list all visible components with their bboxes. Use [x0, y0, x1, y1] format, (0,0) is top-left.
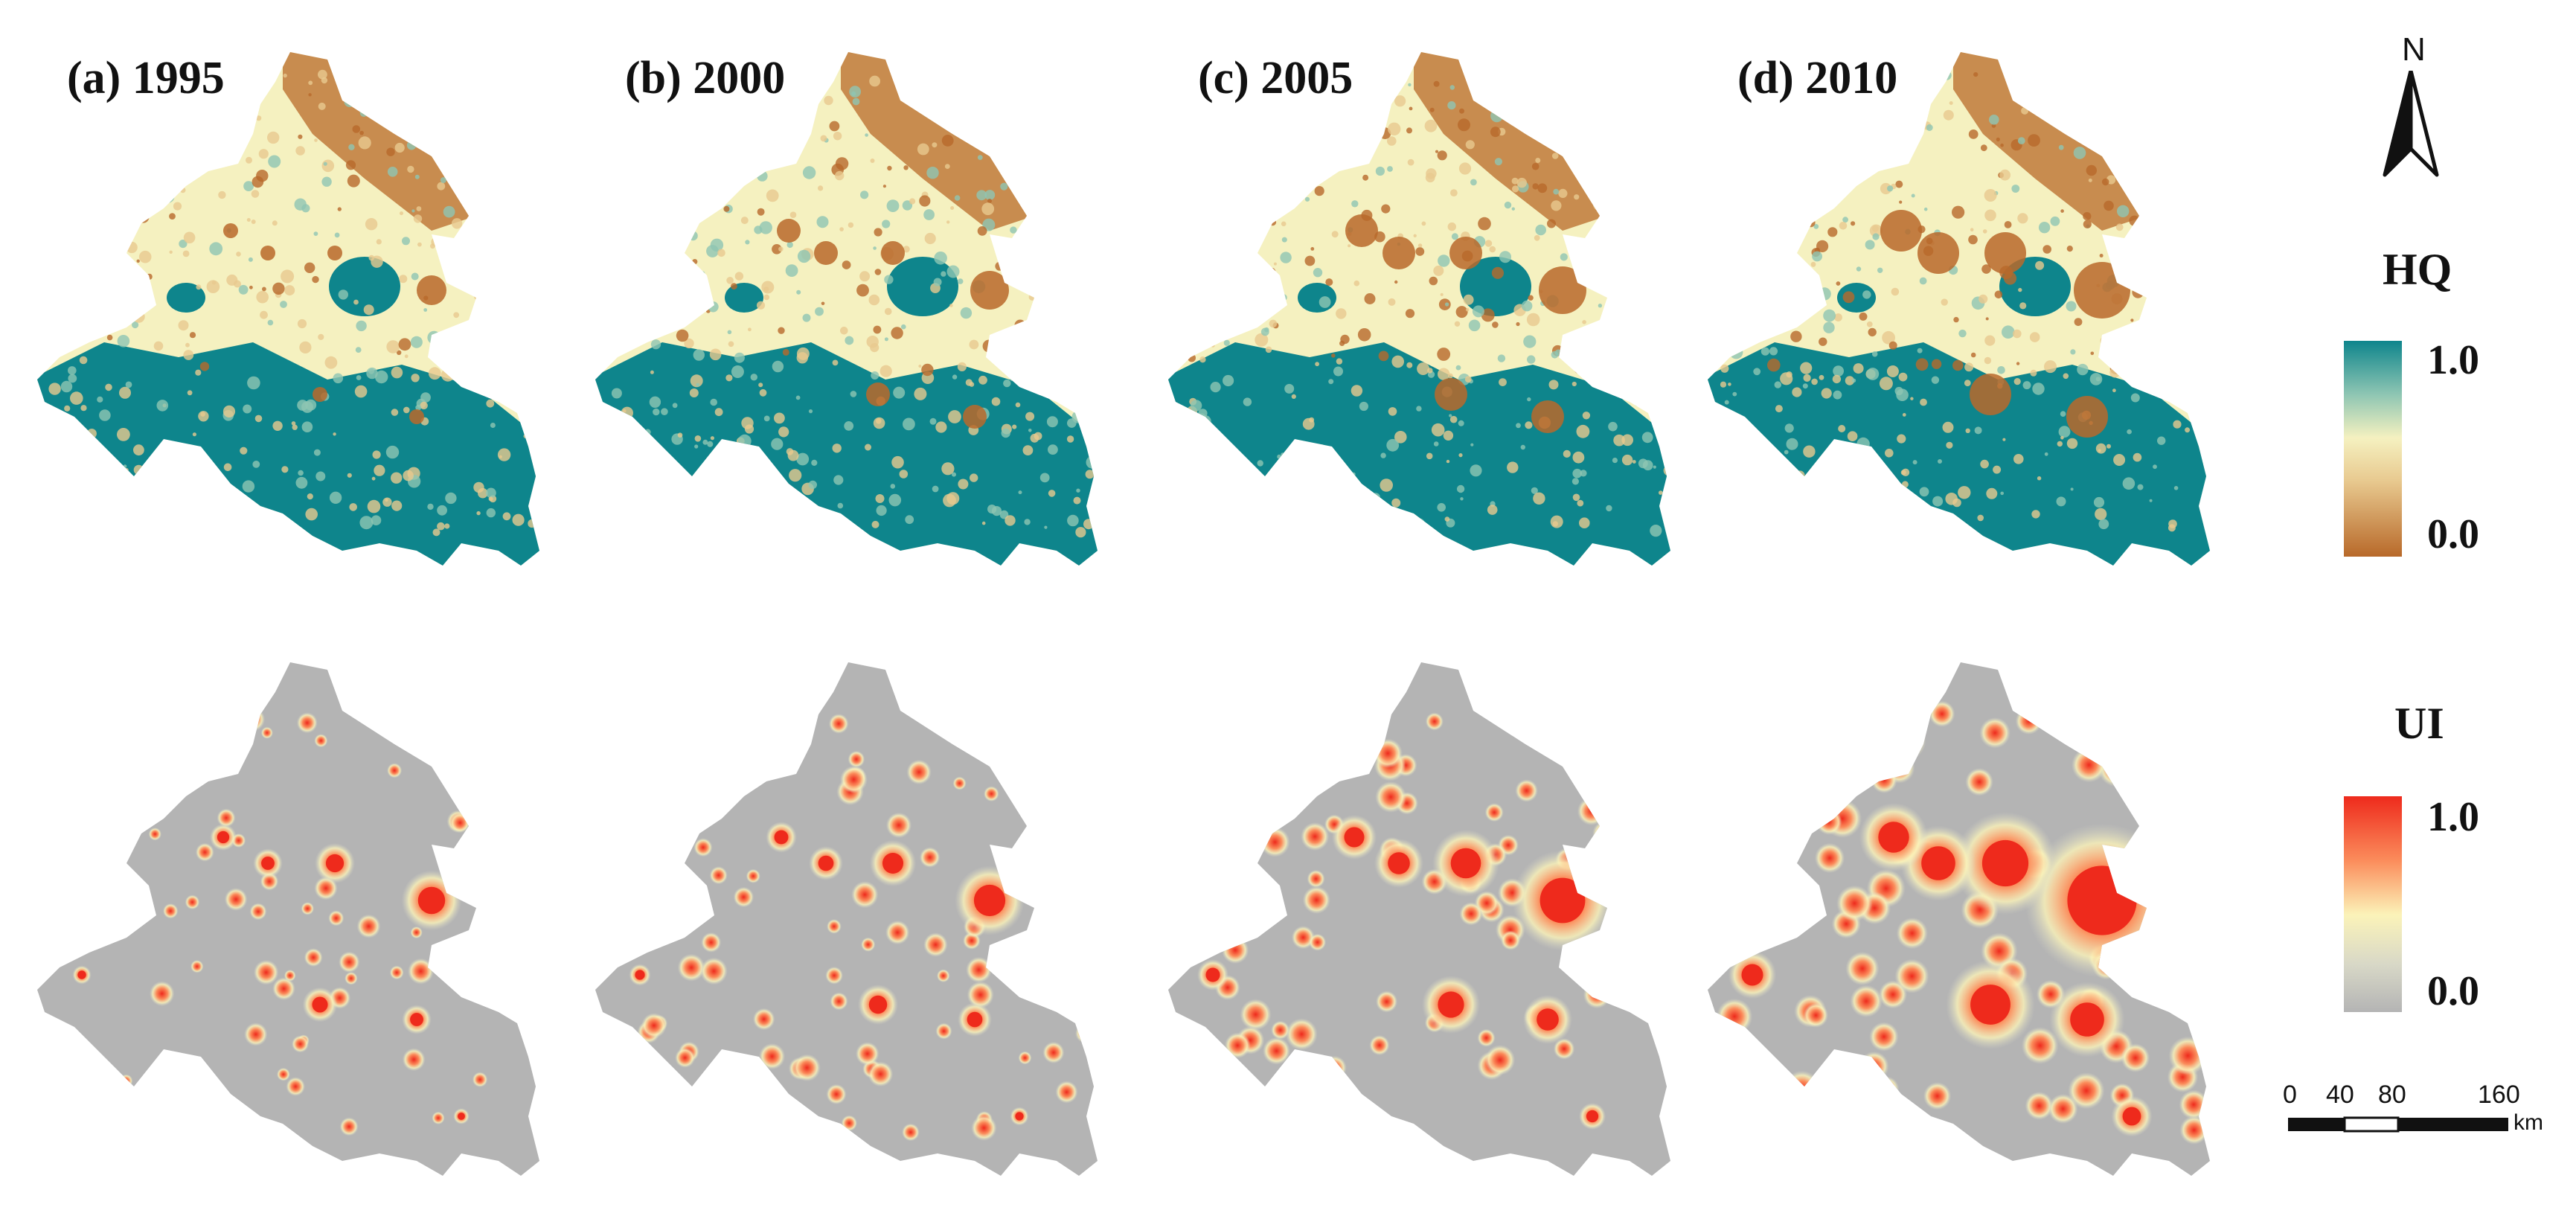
scale-tick-80: 80: [2378, 1081, 2406, 1109]
hq-map-2000: [595, 52, 1098, 566]
hq-map-2005: [1168, 52, 1670, 566]
ui-map-2005: [1168, 662, 1670, 1176]
ui-map-2010: [1708, 662, 2210, 1176]
hq-legend-gradient: [2344, 341, 2402, 557]
panel-label-2000: (b) 2000: [625, 53, 786, 103]
hq-map-panel-2010: (d) 2010: [1685, 30, 2236, 595]
panel-label-1995: (a) 1995: [67, 53, 225, 103]
scale-tick-160: 160: [2478, 1081, 2520, 1109]
ui-legend-min: 0.0: [2427, 968, 2479, 1014]
ui-map-panel-2005: [1146, 640, 1696, 1206]
ui-map-1995: [37, 662, 539, 1176]
ui-legend-max: 1.0: [2427, 794, 2479, 840]
hq-legend-title: HQ: [2383, 245, 2452, 294]
hq-legend-max: 1.0: [2427, 337, 2479, 383]
ui-map-panel-2010: [1685, 640, 2236, 1206]
hq-map-2010: [1708, 52, 2210, 566]
hq-legend-min: 0.0: [2427, 511, 2479, 557]
ui-map-2000: [595, 662, 1098, 1176]
scale-tick-0: 0: [2283, 1081, 2297, 1109]
ui-legend-gradient: [2344, 796, 2402, 1012]
hq-map-1995: [37, 52, 539, 566]
hq-map-panel-2005: (c) 2005: [1146, 30, 1696, 595]
hq-map-panel-1995: (a) 1995: [15, 30, 565, 595]
scale-bar-graphic: [2288, 1116, 2508, 1133]
panel-label-2005: (c) 2005: [1198, 53, 1353, 103]
north-arrow-icon: [2383, 71, 2439, 177]
scale-tick-40: 40: [2326, 1081, 2354, 1109]
hq-map-panel-2000: (b) 2000: [573, 30, 1124, 595]
panel-label-2010: (d) 2010: [1737, 53, 1898, 103]
scale-unit: km: [2513, 1110, 2543, 1135]
ui-map-panel-1995: [15, 640, 565, 1206]
ui-legend-title: UI: [2394, 699, 2444, 748]
ui-map-panel-2000: [573, 640, 1124, 1206]
north-label: N: [2402, 31, 2426, 68]
